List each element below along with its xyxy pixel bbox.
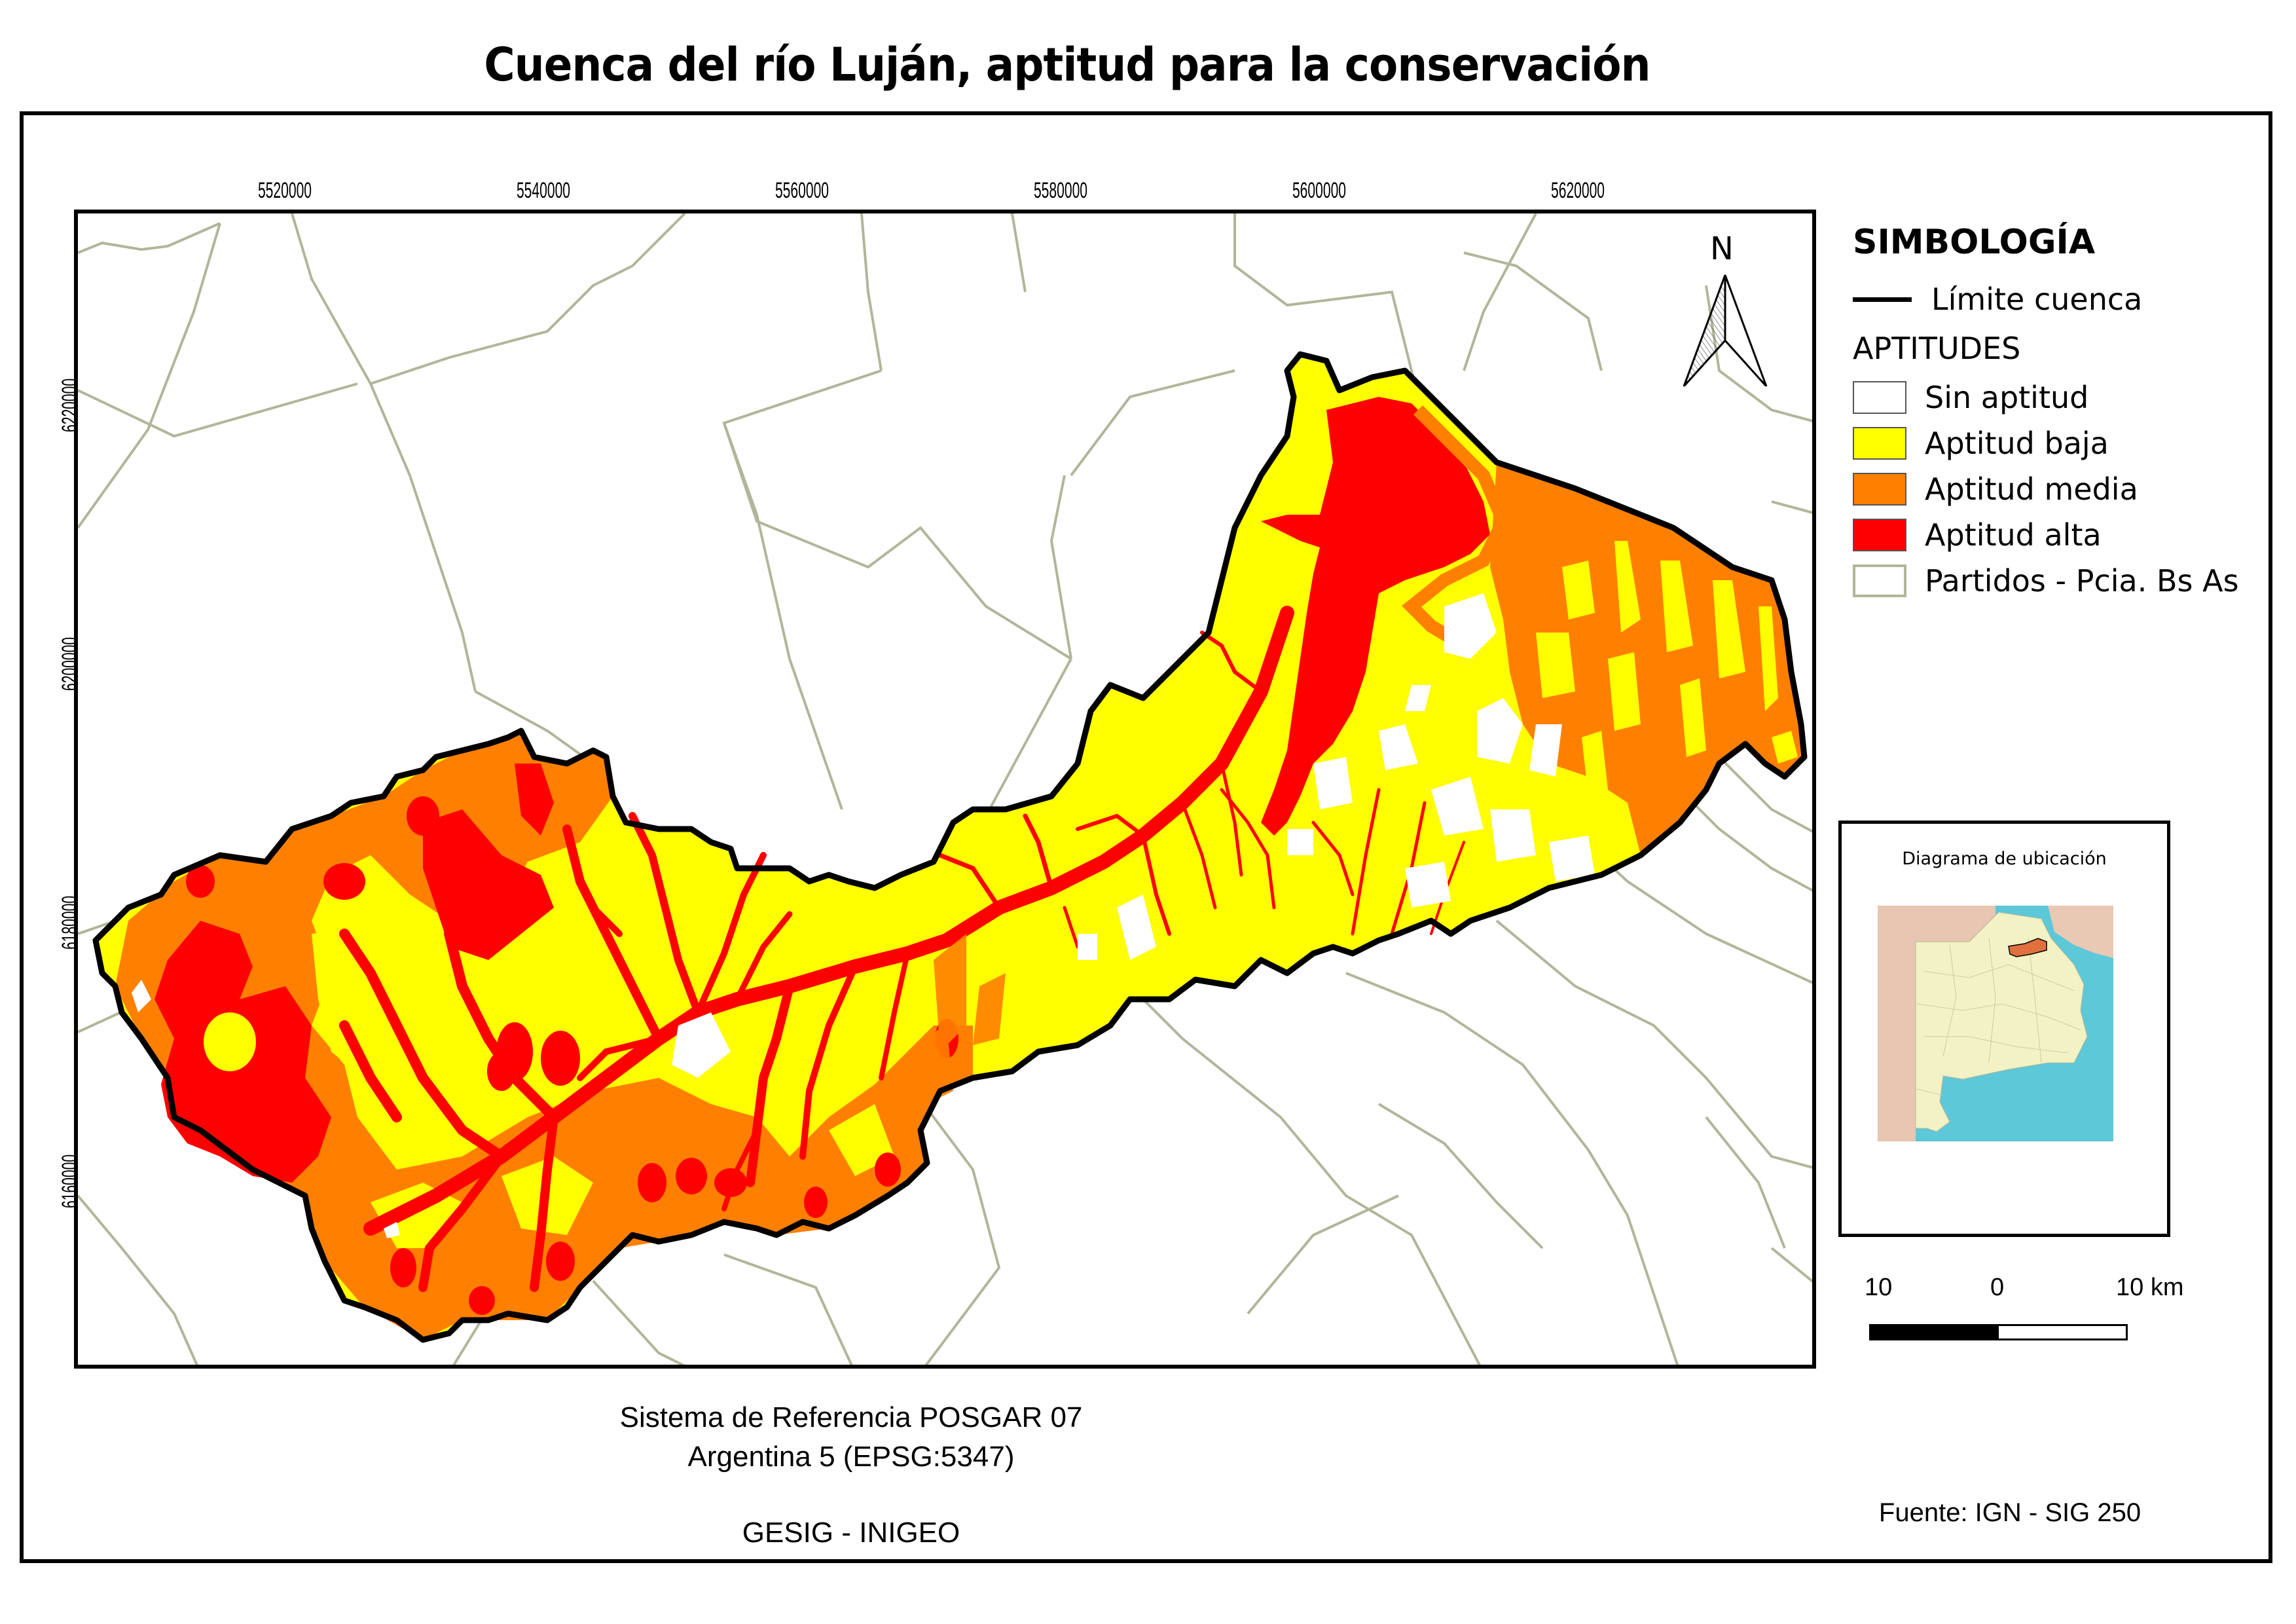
legend-label: Aptitud media (1925, 471, 2138, 507)
basin-location-highlight (2008, 938, 2047, 957)
legend-title: SIMBOLOGÍA (1853, 223, 2096, 262)
legend-label: Límite cuenca (1931, 282, 2143, 317)
north-arrow-label: N (1710, 231, 1734, 267)
x-tick-label: 5620000 (1550, 178, 1605, 203)
north-arrow-icon (1683, 274, 1768, 386)
x-tick-label: 5540000 (516, 178, 571, 203)
main-map[interactable] (74, 210, 1816, 1369)
aptitud-media-corridor-edge (1402, 405, 1511, 652)
swatch-aptitud-alta-icon (1853, 519, 1906, 551)
basin-boundary (92, 351, 1808, 1343)
legend-item-sin-aptitud: Sin aptitud (1853, 375, 2259, 420)
scale-label-mid: 0 (1990, 1274, 2005, 1301)
aptitud-alta-corridor (1261, 397, 1490, 836)
swatch-aptitud-media-icon (1853, 473, 1906, 506)
scale-bar (1869, 1324, 2128, 1340)
scale-bar-segment (1998, 1326, 2126, 1338)
layout-frame (20, 111, 2272, 1563)
crs-line-2: Argentina 5 (EPSG:5347) (687, 1441, 1015, 1473)
boundary-line-icon (1853, 297, 1912, 302)
aptitud-baja-stripes-east (1536, 541, 1798, 796)
legend-label: Aptitud baja (1925, 426, 2109, 461)
swatch-sin-aptitud-icon (1853, 381, 1906, 414)
legend-label: Sin aptitud (1925, 380, 2089, 415)
x-tick-label: 5560000 (774, 178, 829, 203)
legend-label: Aptitud alta (1925, 517, 2102, 553)
credits: GESIG - INIGEO (742, 1517, 960, 1549)
scale-bar-segment (1871, 1326, 1999, 1338)
x-tick-label: 5600000 (1292, 178, 1347, 203)
scale-label-right: 10 km (2116, 1274, 2184, 1301)
legend-item-aptitud-media: Aptitud media (1853, 466, 2259, 512)
location-inset: Diagrama de ubicación (1838, 821, 2170, 1237)
scale-label-left: 10 (1865, 1274, 1893, 1301)
x-tick-label: 5580000 (1033, 178, 1088, 203)
legend-label: Partidos - Pcia. Bs As (1925, 563, 2239, 599)
x-tick-label: 5520000 (257, 178, 312, 203)
data-source: Fuente: IGN - SIG 250 (1878, 1498, 2141, 1527)
aptitud-media-fringe (920, 934, 1006, 1104)
legend-item-boundary: Límite cuenca (1853, 276, 2259, 322)
partidos-layer (78, 213, 1812, 1365)
sin-aptitud-patches (132, 593, 1595, 1238)
crs-line-1: Sistema de Referencia POSGAR 07 (619, 1401, 1083, 1433)
map-canvas (78, 213, 1812, 1365)
crs-info: Sistema de Referencia POSGAR 07 Argentin… (524, 1398, 1178, 1477)
legend-group-label: APTITUDES (1853, 331, 2021, 366)
swatch-aptitud-baja-icon (1853, 427, 1906, 460)
map-title: Cuenca del río Luján, aptitud para la co… (484, 38, 1650, 92)
aptitud-media-west (115, 731, 973, 1340)
legend-item-aptitud-baja: Aptitud baja (1853, 420, 2259, 466)
legend-item-partidos: Partidos - Pcia. Bs As (1853, 558, 2259, 604)
swatch-partidos-icon (1853, 564, 1906, 597)
inset-map (1878, 906, 2113, 1141)
legend-item-aptitud-alta: Aptitud alta (1853, 512, 2259, 558)
inset-title: Diagrama de ubicación (1902, 849, 2107, 869)
river-network (339, 606, 1465, 1292)
legend: SIMBOLOGÍA Límite cuenca APTITUDES Sin a… (1853, 223, 2259, 604)
